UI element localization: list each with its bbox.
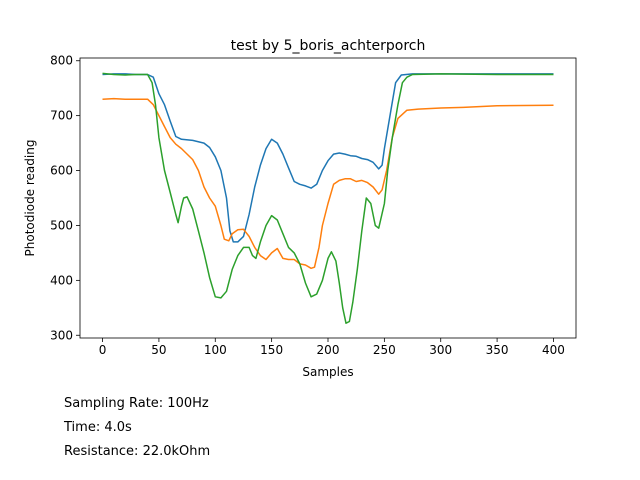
x-axis-label: Samples <box>302 365 353 379</box>
axis-ticks: 0 50 100 150 200 250 300 350 400 300 400 500 600 700 8… <box>50 54 565 357</box>
y-tick-label: 300 <box>50 328 73 342</box>
sampling-rate-text: Sampling Rate: 100Hz <box>64 396 209 411</box>
x-tick-label: 50 <box>151 343 166 357</box>
x-tick-label: 250 <box>373 343 396 357</box>
x-tick-label: 300 <box>429 343 452 357</box>
x-tick-label: 0 <box>99 343 107 357</box>
series-line-2 <box>102 97 554 270</box>
y-tick-label: 800 <box>50 54 73 68</box>
y-tick-label: 700 <box>50 109 73 123</box>
y-tick-label: 500 <box>50 218 73 232</box>
plot-frame <box>79 57 577 339</box>
series-line-3 <box>102 72 554 324</box>
time-text: Time: 4.0s <box>64 420 132 435</box>
x-tick-label: 200 <box>317 343 340 357</box>
plot-lines <box>102 72 554 324</box>
x-tick-label: 150 <box>260 343 283 357</box>
y-tick-label: 600 <box>50 164 73 178</box>
resistance-text: Resistance: 22.0kOhm <box>64 444 211 459</box>
y-axis-label: Photodiode reading <box>23 140 37 257</box>
y-tick-label: 400 <box>50 273 73 287</box>
chart-title: test by 5_boris_achterporch <box>231 38 426 54</box>
x-tick-label: 350 <box>486 343 509 357</box>
series-line-1 <box>102 73 554 243</box>
x-tick-label: 100 <box>204 343 227 357</box>
x-tick-label: 400 <box>542 343 565 357</box>
